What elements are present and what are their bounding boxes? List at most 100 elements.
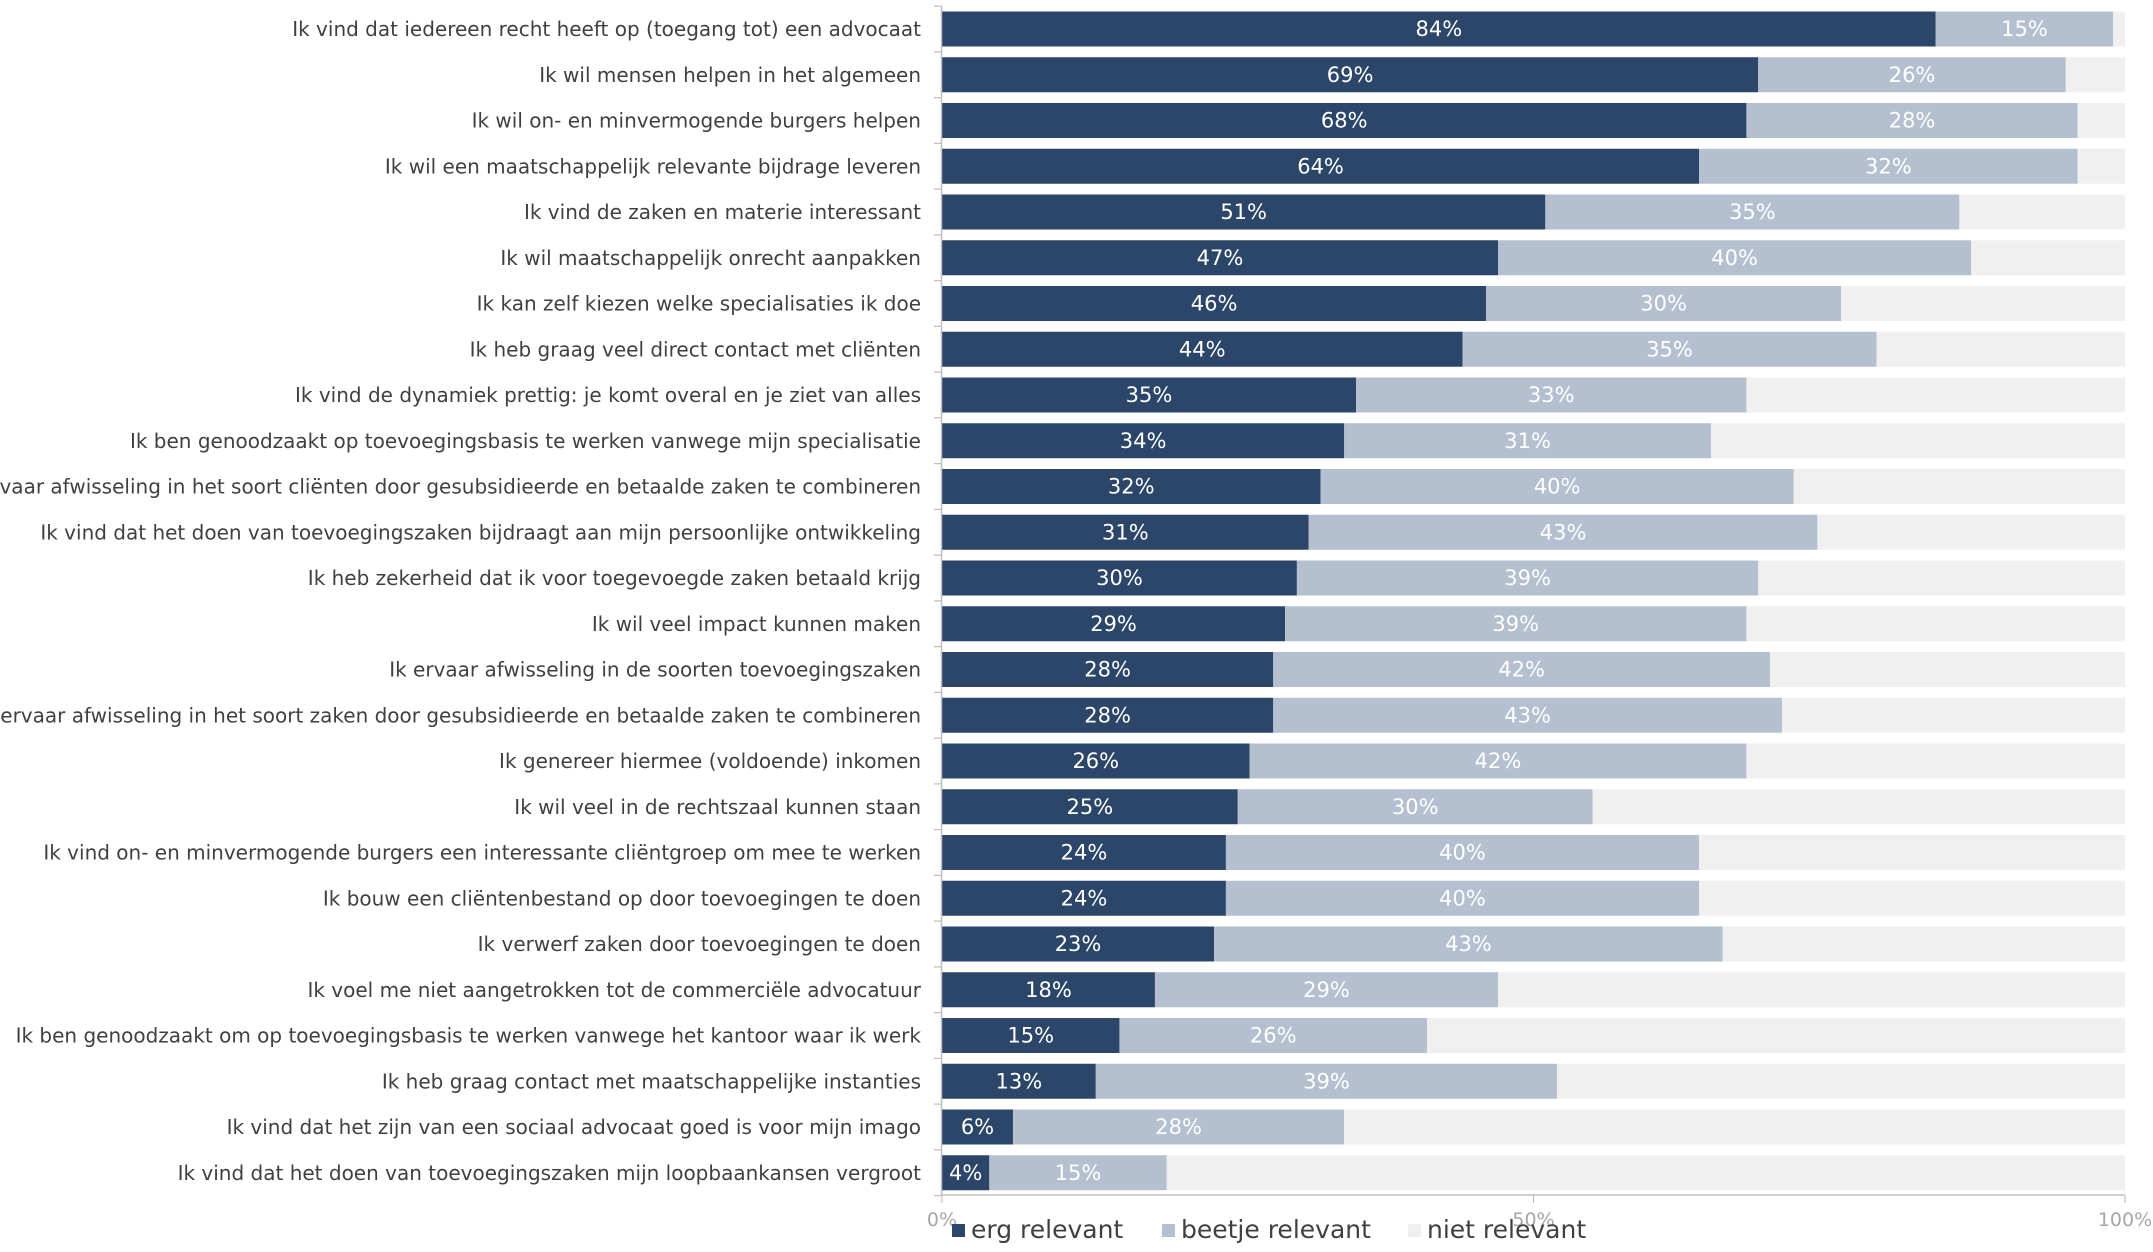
- bar-segments: [942, 11, 2125, 1191]
- category-label: Ik ervaar afwisseling in de soorten toev…: [389, 658, 921, 682]
- bar-segment-beetje-relevant: [1486, 286, 1842, 321]
- legend-swatch: [1162, 1224, 1175, 1237]
- bar-segment-niet-relevant: [1746, 606, 2125, 642]
- category-label: Ik ben genoodzaakt op toevoegingsbasis t…: [130, 429, 921, 453]
- bar-segment-niet-relevant: [2065, 57, 2125, 93]
- bar-value-label: 39%: [1303, 1069, 1350, 1093]
- bar-value-label: 42%: [1475, 749, 1522, 773]
- bar-segment-niet-relevant: [1817, 514, 2125, 550]
- bar-value-label: 26%: [1889, 63, 1936, 87]
- category-label: Ik vind dat het doen van toevoegingszake…: [178, 1161, 922, 1185]
- bar-segment-niet-relevant: [1722, 926, 2125, 962]
- bar-segment-beetje-relevant: [1095, 1063, 1558, 1099]
- bar-segment-erg-relevant: [942, 926, 1215, 962]
- bar-segment-beetje-relevant: [1273, 652, 1771, 687]
- bar-segment-erg-relevant: [942, 652, 1274, 687]
- bar-segment-erg-relevant: [942, 57, 1759, 93]
- bar-segment-erg-relevant: [942, 469, 1321, 504]
- bar-value-label: 32%: [1108, 475, 1155, 499]
- category-label: Ik vind de dynamiek prettig: je komt ove…: [295, 383, 921, 407]
- bar-value-label: 4%: [949, 1161, 982, 1185]
- bar-segment-niet-relevant: [1876, 331, 2125, 367]
- category-label: Ik kan zelf kiezen welke specialisaties …: [477, 292, 921, 316]
- bar-value-label: 34%: [1120, 429, 1167, 453]
- bar-segment-beetje-relevant: [1119, 1018, 1428, 1053]
- legend-label: niet relevant: [1427, 1215, 1586, 1244]
- bar-value-label: 40%: [1711, 246, 1758, 270]
- bar-value-label: 32%: [1865, 154, 1912, 178]
- bar-segment-beetje-relevant: [1296, 560, 1759, 596]
- bar-segment-beetje-relevant: [1758, 57, 2066, 93]
- bar-segment-erg-relevant: [942, 377, 1357, 413]
- bar-value-label: 84%: [1416, 17, 1463, 41]
- bar-segment-beetje-relevant: [1285, 606, 1747, 642]
- bar-segment-erg-relevant: [942, 194, 1546, 230]
- bar-value-label: 24%: [1061, 886, 1108, 910]
- category-label: Ik ervaar afwisseling in het soort zaken…: [0, 703, 921, 727]
- bar-value-label: 39%: [1492, 612, 1539, 636]
- bar-segment-beetje-relevant: [1356, 377, 1747, 413]
- legend-label: beetje relevant: [1181, 1215, 1371, 1244]
- bar-segment-erg-relevant: [942, 514, 1309, 550]
- category-label: Ik genereer hiermee (voldoende) inkomen: [499, 749, 921, 773]
- bar-segment-niet-relevant: [1427, 1018, 2125, 1053]
- bar-value-label: 15%: [1007, 1024, 1054, 1048]
- bar-value-label: 40%: [1439, 841, 1486, 865]
- bar-value-label: 30%: [1392, 795, 1439, 819]
- bar-segment-erg-relevant: [942, 1018, 1120, 1053]
- bar-segment-erg-relevant: [942, 240, 1499, 276]
- bar-segment-erg-relevant: [942, 1155, 990, 1191]
- bar-segment-beetje-relevant: [1545, 194, 1960, 230]
- category-label: Ik vind de zaken en materie interessant: [524, 200, 921, 224]
- bar-value-label: 43%: [1445, 932, 1492, 956]
- bar-value-label: 26%: [1250, 1024, 1297, 1048]
- bar-segment-erg-relevant: [942, 331, 1463, 367]
- bar-segment-niet-relevant: [1344, 1109, 2125, 1145]
- category-label: Ik heb zekerheid dat ik voor toegevoegde…: [308, 566, 921, 590]
- bar-segment-niet-relevant: [1793, 469, 2125, 504]
- bar-segment-beetje-relevant: [1249, 743, 1747, 779]
- bar-value-label: 29%: [1090, 612, 1137, 636]
- bar-value-label: 39%: [1504, 566, 1551, 590]
- bar-segment-erg-relevant: [942, 560, 1297, 596]
- x-tick-label: 0%: [927, 1209, 957, 1231]
- bar-value-label: 47%: [1197, 246, 1244, 270]
- bar-segment-beetje-relevant: [1935, 11, 2114, 47]
- category-label: Ik wil maatschappelijk onrecht aanpakken: [500, 246, 921, 270]
- category-labels: Ik vind dat iedereen recht heeft op (toe…: [0, 17, 922, 1185]
- bar-segment-niet-relevant: [1758, 560, 2125, 596]
- legend-swatch: [952, 1224, 965, 1237]
- bar-value-label: 35%: [1126, 383, 1173, 407]
- bar-segment-niet-relevant: [2113, 11, 2125, 47]
- category-label: Ik vind on- en minvermogende burgers een…: [43, 841, 921, 865]
- bar-segment-beetje-relevant: [1214, 926, 1723, 962]
- bar-value-label: 40%: [1534, 475, 1581, 499]
- bar-segment-beetje-relevant: [1237, 789, 1593, 825]
- bar-value-label: 28%: [1155, 1115, 1202, 1139]
- bar-value-label: 64%: [1297, 154, 1344, 178]
- bar-segment-erg-relevant: [942, 697, 1274, 733]
- bar-segment-erg-relevant: [942, 11, 1936, 47]
- legend-swatch: [1408, 1224, 1421, 1237]
- bar-segment-niet-relevant: [1699, 835, 2125, 870]
- category-label: Ik wil veel impact kunnen maken: [592, 612, 921, 636]
- bar-segment-niet-relevant: [1746, 743, 2125, 779]
- bar-value-label: 6%: [961, 1115, 994, 1139]
- bar-segment-niet-relevant: [2077, 103, 2125, 138]
- bar-segment-erg-relevant: [942, 423, 1345, 459]
- bar-segment-erg-relevant: [942, 880, 1226, 916]
- bar-value-label: 24%: [1061, 841, 1108, 865]
- bar-segment-beetje-relevant: [1154, 972, 1499, 1008]
- category-label: Ik heb graag contact met maatschappelijk…: [382, 1069, 921, 1093]
- bar-value-label: 46%: [1191, 292, 1238, 316]
- bar-segment-niet-relevant: [1498, 972, 2125, 1008]
- bar-segment-erg-relevant: [942, 606, 1286, 642]
- category-label: Ik verwerf zaken door toevoegingen te do…: [478, 932, 921, 956]
- bar-value-label: 31%: [1102, 520, 1149, 544]
- bar-segment-niet-relevant: [1781, 697, 2125, 733]
- bar-segment-beetje-relevant: [1699, 148, 2078, 184]
- bar-segment-beetje-relevant: [1225, 835, 1700, 870]
- bar-segment-beetje-relevant: [1273, 697, 1782, 733]
- bar-value-label: 69%: [1327, 63, 1374, 87]
